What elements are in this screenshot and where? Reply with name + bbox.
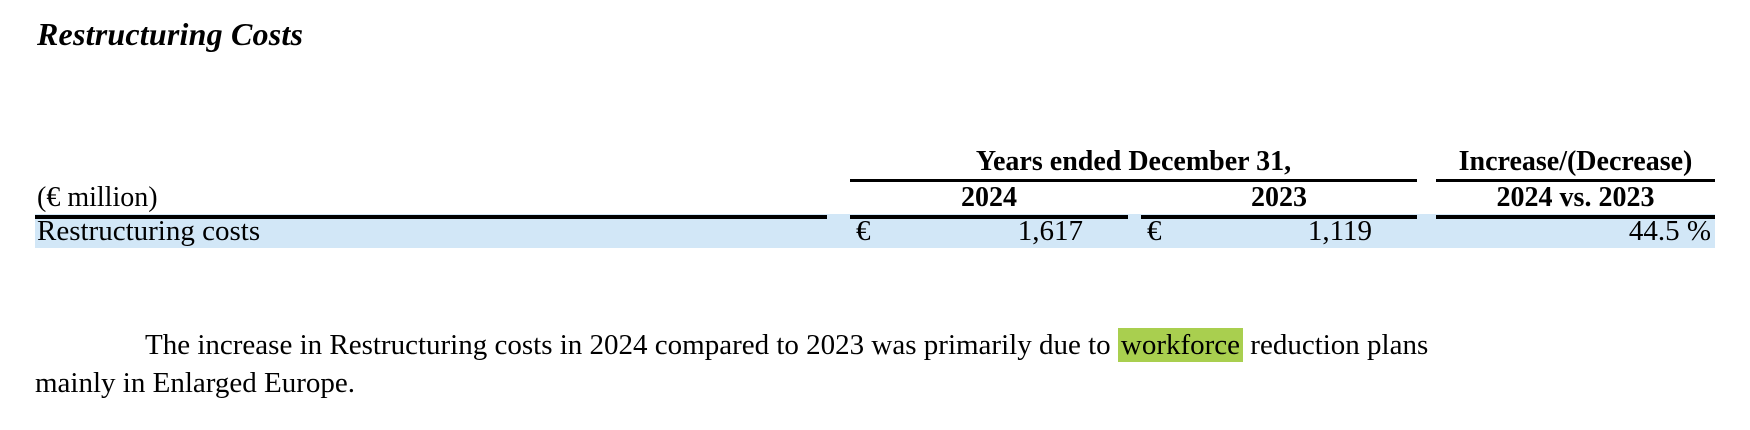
cell-change: 44.5 % (1628, 214, 1711, 247)
group-header-change: Increase/(Decrease) (1436, 146, 1715, 182)
group-header-spacer (35, 146, 850, 182)
table-group-header-row: Years ended December 31, Increase/(Decre… (35, 146, 1715, 182)
cell-2024: € 1,617 (850, 214, 1128, 248)
group-header-gap (1417, 146, 1436, 182)
currency-symbol: € (856, 214, 871, 247)
table-row-restructuring-costs: Restructuring costs € 1,617 € 1,119 44.5… (35, 214, 1715, 248)
paragraph-text-after: reduction plans mainly in Enlarged Europ… (35, 329, 1429, 399)
section-title: Restructuring Costs (37, 16, 304, 52)
row-label: Restructuring costs (37, 214, 261, 247)
paragraph-text-before: The increase in Restructuring costs in 2… (145, 329, 1118, 361)
cell-gap (1128, 214, 1141, 248)
unit-label: (€ million) (35, 182, 827, 219)
column-header-change: 2024 vs. 2023 (1436, 182, 1715, 219)
group-header-years: Years ended December 31, (850, 146, 1417, 182)
restructuring-costs-table: Years ended December 31, Increase/(Decre… (35, 146, 1715, 248)
search-highlighted-word: workforce (1117, 328, 1244, 362)
cell-2023: € 1,119 (1141, 214, 1417, 248)
cell-gap (1417, 214, 1436, 248)
column-header-2024: 2024 (850, 182, 1128, 219)
body-paragraph: The increase in Restructuring costs in 2… (35, 326, 1495, 402)
value-2023: 1,119 (1307, 214, 1372, 247)
table-column-header-row: (€ million) 2024 2023 2024 vs. 2023 (35, 182, 1715, 219)
column-header-2023: 2023 (1141, 182, 1417, 219)
currency-symbol: € (1147, 214, 1162, 247)
value-2024: 1,617 (1017, 214, 1083, 247)
